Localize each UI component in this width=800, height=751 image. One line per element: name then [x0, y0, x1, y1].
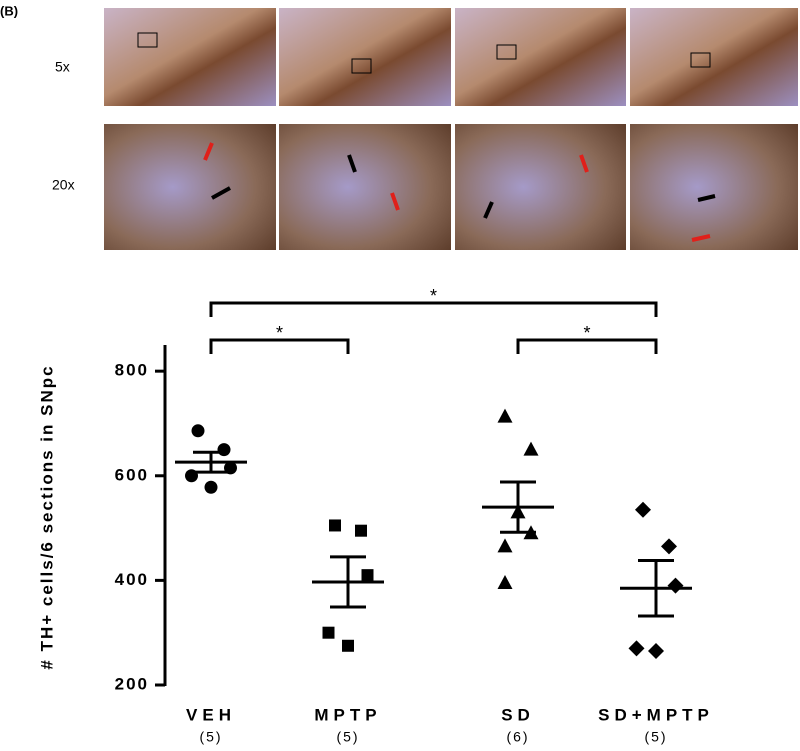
arrow: [483, 201, 494, 219]
point: [322, 626, 335, 639]
micrographs: [104, 8, 798, 250]
arrow: [390, 192, 400, 211]
point: [497, 575, 513, 589]
n-label: (5): [336, 729, 359, 745]
significance-bracket: [209, 301, 658, 317]
significance-label: *: [276, 323, 283, 343]
point: [191, 424, 205, 438]
y-tick-label: 600: [115, 465, 149, 484]
roi-box: [496, 44, 517, 60]
x-tick-label: VEH: [186, 705, 236, 724]
point: [329, 519, 341, 532]
arrow: [203, 142, 214, 161]
point: [635, 501, 651, 518]
row-label: 20x: [52, 177, 75, 193]
x-tick-label: SD: [501, 705, 535, 724]
n-label: (6): [506, 729, 529, 745]
point: [523, 441, 539, 456]
image: [455, 124, 626, 250]
roi-box: [351, 58, 372, 74]
image: [455, 8, 626, 106]
arrow: [211, 186, 231, 200]
x-tick-label: MPTP: [314, 705, 381, 724]
roi-box: [690, 52, 711, 68]
arrow: [579, 154, 589, 173]
significance-bracket: [209, 338, 350, 354]
point: [204, 480, 218, 494]
y-axis-label: # TH+ cells/6 sections in SNpc: [37, 364, 56, 669]
point: [648, 643, 664, 659]
x-tick-label: SD+MPTP: [598, 705, 714, 724]
point: [342, 639, 354, 652]
y-tick-label: 200: [115, 674, 149, 693]
panel-label: (B): [0, 3, 18, 18]
y-tick-label: 400: [115, 570, 149, 589]
significance-label: *: [583, 323, 590, 343]
point: [497, 538, 513, 553]
image: [104, 8, 276, 106]
roi-box: [137, 32, 158, 48]
n-label: (5): [644, 729, 667, 745]
point: [217, 443, 231, 457]
arrows: [203, 142, 716, 242]
arrow: [347, 154, 357, 173]
point: [661, 538, 677, 555]
image: [630, 8, 798, 106]
n-label: (5): [199, 729, 222, 745]
image: [630, 124, 798, 250]
image: [279, 124, 451, 250]
point: [497, 408, 513, 423]
image: [279, 8, 451, 106]
significance-label: *: [430, 286, 437, 306]
arrow: [697, 194, 716, 202]
point: [628, 640, 645, 657]
row-label: 5x: [55, 59, 70, 75]
y-tick-label: 800: [115, 361, 149, 380]
image: [104, 124, 276, 250]
point: [667, 577, 684, 594]
point: [361, 569, 374, 582]
point: [355, 524, 367, 537]
significance-bracket: [516, 338, 658, 354]
arrow: [691, 234, 711, 242]
